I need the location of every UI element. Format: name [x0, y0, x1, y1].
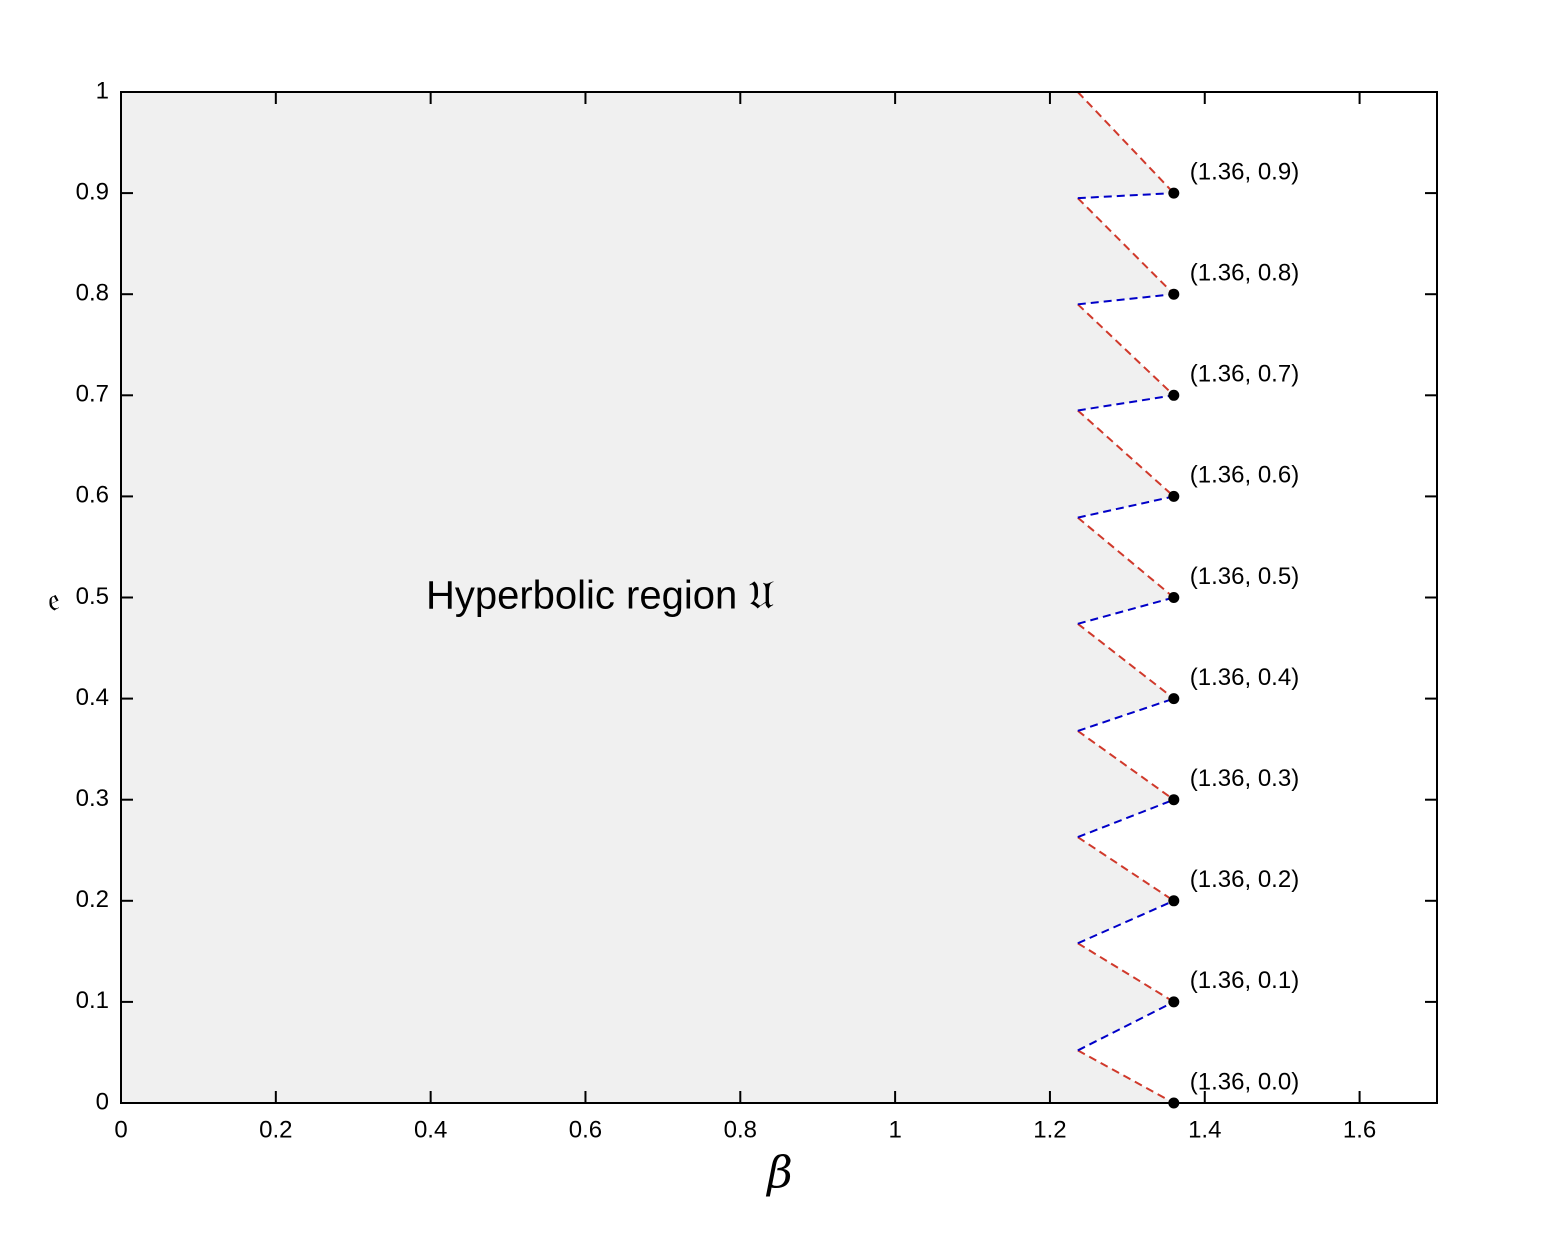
plot-frame: [120, 91, 1438, 1104]
y-tick-label: 0.1: [76, 987, 109, 1014]
x-tick-label: 0.2: [259, 1116, 292, 1143]
y-tick-label: 0.2: [76, 886, 109, 913]
point: [1168, 794, 1180, 806]
point-label: (1.36, 0.6): [1190, 462, 1299, 489]
y-tick-label: 0.6: [76, 482, 109, 509]
y-tick-label: 0.8: [76, 280, 109, 307]
region: [121, 92, 1174, 1103]
point: [1168, 895, 1180, 907]
point: [1168, 693, 1180, 705]
y-tick-label: 0.5: [76, 583, 109, 610]
y-axis-label: 𝔢: [48, 581, 60, 619]
point-label: (1.36, 0.9): [1190, 158, 1299, 185]
region-label: Hyperbolic region 𝔘: [426, 574, 774, 618]
x-tick-label: 0: [114, 1116, 127, 1143]
point: [1168, 187, 1180, 199]
point-label: (1.36, 0.3): [1190, 765, 1299, 792]
point-label: (1.36, 0.2): [1190, 866, 1299, 893]
x-axis-label: β: [765, 1148, 792, 1199]
line: [1077, 192, 1175, 1052]
x-tick-label: 0.4: [414, 1116, 447, 1143]
point-label: (1.36, 0.5): [1190, 563, 1299, 590]
y-tick-label: 0.4: [76, 684, 109, 711]
y-tick-label: 0.7: [76, 381, 109, 408]
x-tick-label: 1: [888, 1116, 901, 1143]
point: [1168, 592, 1180, 603]
point: [1168, 288, 1180, 300]
point: [1168, 490, 1180, 502]
y-tick-label: 0: [96, 1088, 109, 1115]
x-tick-label: 0.8: [724, 1116, 757, 1143]
x-tick-label: 1.6: [1343, 1116, 1376, 1143]
point-label: (1.36, 0.4): [1190, 664, 1299, 691]
point: [1168, 996, 1180, 1008]
line: [1077, 91, 1175, 1104]
point-label: (1.36, 0.0): [1190, 1068, 1299, 1095]
point: [1168, 389, 1180, 401]
y-tick-label: 0.3: [76, 785, 109, 812]
x-tick-label: 0.6: [569, 1116, 602, 1143]
y-tick-label: 1: [96, 77, 109, 104]
point-label: (1.36, 0.7): [1190, 361, 1299, 388]
x-tick-label: 1.2: [1033, 1116, 1066, 1143]
point-label: (1.36, 0.8): [1190, 260, 1299, 287]
y-tick-label: 0.9: [76, 178, 109, 205]
point-label: (1.36, 0.1): [1190, 967, 1299, 994]
x-tick-label: 1.4: [1188, 1116, 1221, 1143]
